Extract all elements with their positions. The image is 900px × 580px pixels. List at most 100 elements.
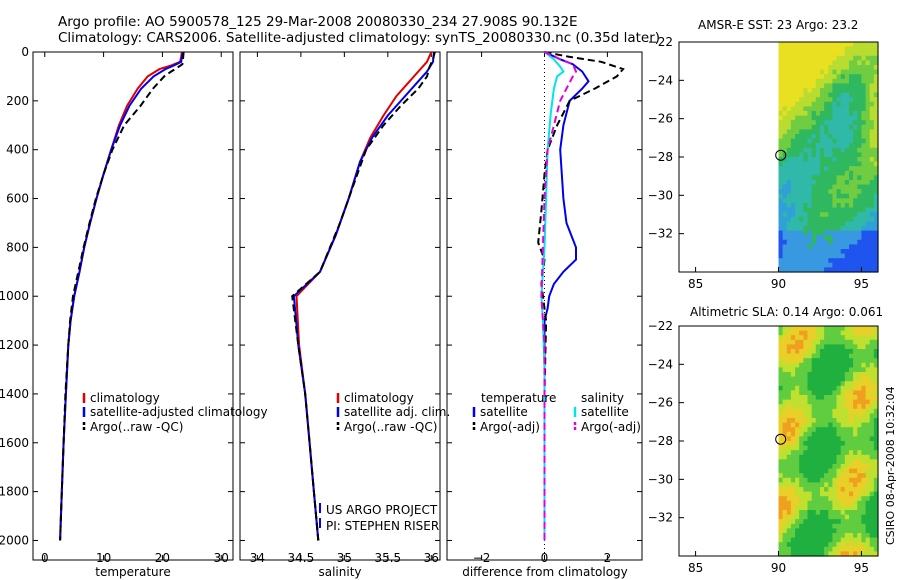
sst-map-cell [778,138,784,144]
sst-map-cell [820,92,825,98]
sst-map-cell [840,92,846,98]
sla-map-cell [820,477,825,483]
sla-map-cell [790,477,796,483]
sla-map-cell [799,376,804,382]
sst-map-cell [832,180,838,186]
sst-map-cell [803,106,809,112]
sst-map-cell [782,120,788,126]
sst-map-cell [786,262,792,268]
sla-map-cell [873,358,879,364]
sst-map-cell [840,249,846,255]
sla-map-cell [820,344,825,350]
sst-map-cell [832,226,838,232]
sst-map-cell [853,239,858,245]
sla-map-cell [844,362,850,368]
map-y-tick-label: −28 [648,434,673,448]
sst-map-cell [865,55,871,61]
sla-map-title: Altimetric SLA: 0.14 Argo: 0.061 [690,305,884,319]
sst-map-cell [828,166,833,172]
sla-map-cell [799,519,804,525]
sst-map-cell [865,184,871,190]
sst-map-cell [869,120,875,126]
sst-map-cell [828,244,833,250]
sst-map-cell [840,111,846,117]
sst-map-cell [824,235,829,241]
sla-map-cell [832,339,838,345]
sst-map-cell [865,51,871,57]
sst-map-cell [824,134,829,140]
sst-map-cell [873,97,879,103]
sst-map-cell [815,157,821,163]
sla-map-cell [857,445,862,451]
sst-map-cell [832,120,838,126]
sst-map-cell [869,124,875,130]
sst-map-cell [782,88,788,94]
sla-map-cell [873,436,879,442]
sst-map-cell [869,65,875,71]
sst-map-cell [857,230,862,236]
sst-map-cell [873,267,879,273]
sla-map-cell [849,335,854,341]
sla-map-cell [853,491,858,497]
sla-map-cell [840,445,846,451]
sla-map-cell [865,362,871,368]
sla-map-cell [820,473,825,479]
sla-map-cell [853,482,858,488]
sla-map-cell [786,381,792,387]
sst-map-cell [873,189,879,195]
sst-map-cell [832,134,838,140]
sla-map-cell [832,487,838,493]
sst-map-cell [820,101,825,107]
sla-map-cell [807,441,813,447]
sst-map-cell [857,161,862,167]
sla-map-cell [815,528,821,534]
y-tick-label: 1800 [0,485,29,499]
sla-map-cell [803,542,809,548]
sla-map-cell [869,422,875,428]
sst-map-cell [799,143,804,149]
sla-map-cell [782,422,788,428]
sst-map-cell [849,88,854,94]
sla-map-cell [836,372,842,378]
sla-map-cell [849,431,854,437]
sla-map-cell [807,385,813,391]
sst-map-cell [840,157,846,163]
sla-map-cell [824,367,829,373]
sst-map-cell [824,161,829,167]
sla-map-cell [840,505,846,511]
sst-map-cell [849,193,854,199]
sla-map-cell [815,390,821,396]
sst-map-cell [807,138,813,144]
sla-map-cell [832,390,838,396]
sla-map-cell [820,404,825,410]
sla-map-cell [865,505,871,511]
sst-map-cell [820,60,825,66]
sla-map-cell [778,441,784,447]
sla-map-cell [836,468,842,474]
sst-map-cell [803,193,809,199]
sst-map-cell [832,175,838,181]
sst-map-cell [807,189,813,195]
sst-map-cell [790,129,796,135]
sla-map-cell [795,418,800,424]
sla-map-cell [807,418,813,424]
sla-map-cell [799,445,804,451]
sst-map-cell [824,212,829,218]
sla-map-cell [869,349,875,355]
sst-map-cell [832,207,838,213]
sla-map-cell [786,473,792,479]
sla-map-cell [778,450,784,456]
diff-legend-salinity-title: salinity [581,391,624,405]
sst-map-cell [811,147,817,153]
sst-map-cell [828,83,833,89]
sla-map-cell [844,390,850,396]
sst-map-cell [782,134,788,140]
sla-map-cell [786,344,792,350]
sst-map-cell [836,115,842,121]
sst-map-cell [865,198,871,204]
sla-map-cell [778,468,784,474]
sst-map-cell [799,235,804,241]
sla-map-cell [857,408,862,414]
sst-map-cell [795,166,800,172]
sst-map-cell [824,230,829,236]
